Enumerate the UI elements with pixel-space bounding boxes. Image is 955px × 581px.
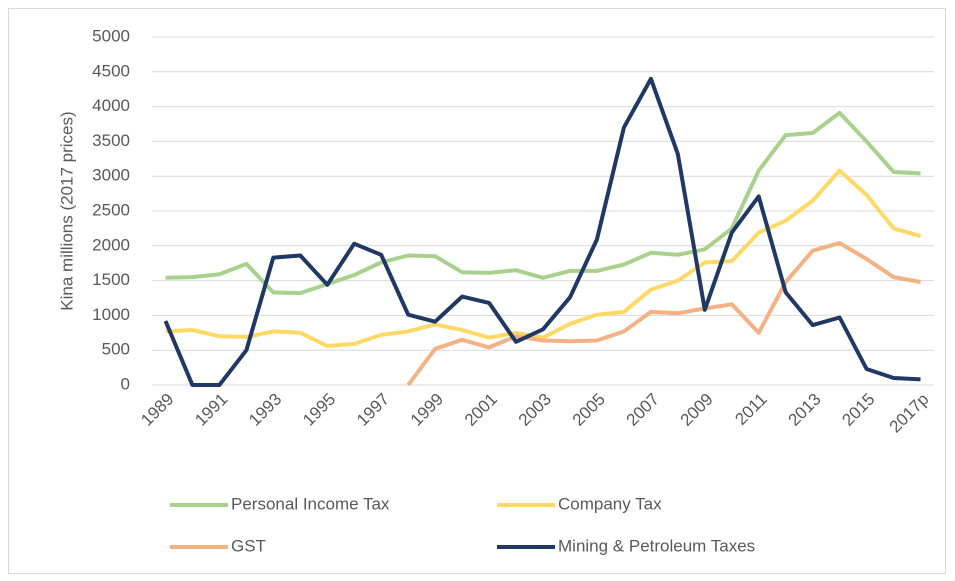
y-tick-label: 4000	[92, 96, 130, 115]
y-tick-label: 4500	[92, 61, 130, 80]
y-tick-label: 2000	[92, 235, 130, 254]
legend-label: GST	[231, 536, 266, 555]
y-tick-label: 2500	[92, 200, 130, 219]
y-axis-label: Kina millions (2017 prices)	[57, 111, 76, 310]
y-tick-label: 500	[102, 340, 130, 359]
y-tick-label: 3000	[92, 166, 130, 185]
series-line	[163, 76, 921, 387]
y-tick-label: 1000	[92, 305, 130, 324]
y-tick-label: 1500	[92, 270, 130, 289]
y-tick-label: 3500	[92, 131, 130, 150]
legend-label: Personal Income Tax	[231, 494, 390, 513]
series-line	[406, 241, 921, 387]
legend-label: Company Tax	[558, 494, 662, 513]
series-line	[165, 168, 922, 348]
chart-border	[8, 8, 946, 574]
y-tick-label: 0	[121, 374, 130, 393]
legend-label: Mining & Petroleum Taxes	[558, 536, 755, 555]
y-tick-label: 5000	[92, 26, 130, 45]
series-line	[165, 110, 921, 296]
